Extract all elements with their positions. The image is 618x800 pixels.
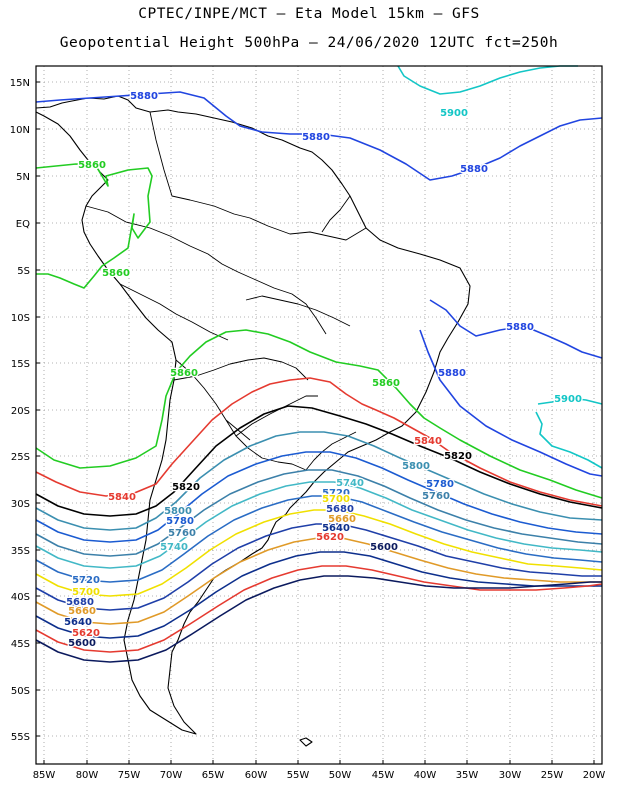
contour-line xyxy=(35,91,603,477)
contour-value-label: 5620 xyxy=(72,628,100,639)
contour-value-label: 5780 xyxy=(426,479,454,490)
lon-label: 65W xyxy=(202,770,225,781)
contour-line xyxy=(35,565,603,653)
contour-value-label: 5640 xyxy=(322,523,350,534)
lat-lon-grid xyxy=(36,66,602,764)
contour-line xyxy=(35,377,603,507)
contour-value-label: 5900 xyxy=(440,108,468,119)
contour-value-label: 5600 xyxy=(370,542,398,553)
contour-value-label: 5620 xyxy=(316,532,344,543)
lon-label: 35W xyxy=(456,770,479,781)
contour-line xyxy=(35,481,603,569)
contour-line xyxy=(35,551,602,639)
contour-value-label: 5880 xyxy=(460,164,488,175)
lat-label: 5N xyxy=(16,172,30,183)
lon-label: 80W xyxy=(76,770,99,781)
lat-label: 45S xyxy=(11,639,30,650)
contour-value-label: 5880 xyxy=(506,322,534,333)
contour-value-label: 5760 xyxy=(168,528,196,539)
contour-line xyxy=(35,405,603,517)
lat-label: 25S xyxy=(11,452,30,463)
contour-line xyxy=(35,469,603,557)
lat-label: 10N xyxy=(10,125,30,136)
lat-label: 55S xyxy=(11,732,30,743)
contour-value-label: 5820 xyxy=(444,451,472,462)
contour-value-label: 5860 xyxy=(102,268,130,279)
contour-value-label: 5840 xyxy=(108,492,136,503)
contour-value-label: 5600 xyxy=(68,638,96,649)
lat-label: EQ xyxy=(16,219,30,230)
contour-line xyxy=(35,495,603,583)
contour-value-label: 5660 xyxy=(68,606,96,617)
lon-label: 30W xyxy=(499,770,522,781)
map-frame xyxy=(35,65,603,765)
south-america-coastline xyxy=(35,95,471,735)
lon-label: 25W xyxy=(541,770,564,781)
contour-value-label: 5740 xyxy=(160,542,188,553)
contour-value-label: 5880 xyxy=(438,368,466,379)
lat-label: 50S xyxy=(11,686,30,697)
contour-value-label: 5820 xyxy=(172,482,200,493)
contour-line xyxy=(35,537,602,625)
contour-value-label: 5860 xyxy=(170,368,198,379)
lat-label: 5S xyxy=(17,266,30,277)
contour-value-label: 5660 xyxy=(328,514,356,525)
contour-value-label: 5860 xyxy=(372,378,400,389)
contour-value-label: 5800 xyxy=(402,461,430,472)
contour-line xyxy=(35,575,602,663)
contour-line xyxy=(397,65,603,469)
contour-value-label: 5800 xyxy=(164,506,192,517)
contour-line xyxy=(35,509,603,597)
lon-label: 40W xyxy=(414,770,437,781)
contour-value-label: 5780 xyxy=(166,516,194,527)
lon-label: 45W xyxy=(372,770,395,781)
contour-labels: 5900 5880 5880 5880 5880 5880 5900 5860 5860 5860… xyxy=(63,90,583,651)
lat-label: 35S xyxy=(11,546,30,557)
latitude-labels: 15N 10N 5N EQ 5S 10S 15S 20S 25S 30S 35S 40S 45S 50S 5… xyxy=(10,78,40,743)
contour-value-label: 5740 xyxy=(336,478,364,489)
contour-line xyxy=(35,163,603,499)
contour-value-label: 5680 xyxy=(66,597,94,608)
lon-label: 55W xyxy=(287,770,310,781)
contour-value-label: 5860 xyxy=(78,160,106,171)
contour-value-label: 5840 xyxy=(414,436,442,447)
lat-label: 15S xyxy=(11,359,30,370)
map-title-line-2: Geopotential Height 500hPa – 24/06/2020 … xyxy=(59,35,559,51)
height-contours xyxy=(35,65,603,663)
contour-value-label: 5900 xyxy=(554,394,582,405)
longitude-labels: 85W 80W 75W 70W 65W 60W 55W 50W 45W 40W 35W 30W 25W 2… xyxy=(33,760,606,781)
lat-label: 10S xyxy=(11,313,30,324)
country-borders xyxy=(85,111,367,471)
lon-label: 50W xyxy=(329,770,352,781)
contour-value-label: 5680 xyxy=(326,504,354,515)
contour-value-label: 5760 xyxy=(422,491,450,502)
contour-line xyxy=(35,523,602,611)
contour-line xyxy=(35,451,603,543)
lon-label: 60W xyxy=(245,770,268,781)
lon-label: 75W xyxy=(118,770,141,781)
lon-label: 70W xyxy=(160,770,183,781)
falkland-islands xyxy=(299,737,313,747)
contour-value-label: 5880 xyxy=(302,132,330,143)
lon-label: 20W xyxy=(583,770,606,781)
contour-value-label: 5720 xyxy=(322,488,350,499)
contour-value-label: 5720 xyxy=(72,575,100,586)
lat-label: 30S xyxy=(11,499,30,510)
contour-value-label: 5700 xyxy=(322,494,350,505)
lat-label: 20S xyxy=(11,406,30,417)
lon-label: 85W xyxy=(33,770,56,781)
contour-value-label: 5880 xyxy=(130,91,158,102)
contour-value-label: 5700 xyxy=(72,587,100,598)
contour-value-label: 5640 xyxy=(64,617,92,628)
lat-label: 40S xyxy=(11,592,30,603)
lat-label: 15N xyxy=(10,78,30,89)
map-title-line-1: CPTEC/INPE/MCT – Eta Model 15km – GFS xyxy=(138,6,480,22)
contour-line xyxy=(35,431,603,531)
